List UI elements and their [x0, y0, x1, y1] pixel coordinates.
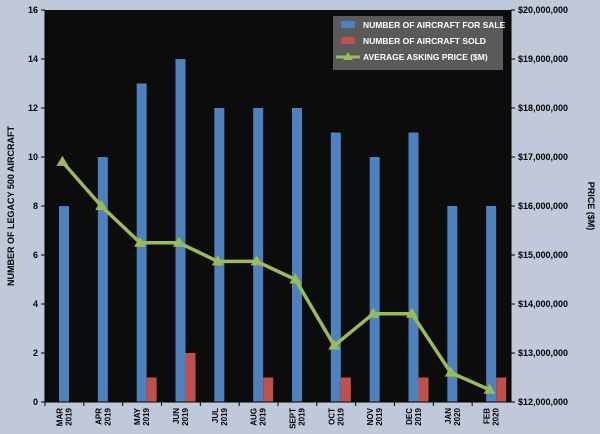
bar-for-sale-6 — [292, 108, 302, 402]
x-tick-label: JAN2020 — [444, 407, 462, 425]
price-marker-3 — [172, 236, 185, 247]
y-axis-title-left: NUMBER OF LEGACY 500 AIRCRAFT — [6, 125, 16, 286]
bar-for-sale-9 — [408, 132, 419, 402]
bar-sold-2 — [146, 377, 157, 402]
left-tick-label: 6 — [33, 250, 38, 260]
x-tick-label: AUG2019 — [250, 407, 268, 425]
y-axis-title-right: PRICE ($M) — [586, 182, 596, 231]
price-marker-10 — [444, 366, 457, 377]
price-marker-9 — [405, 307, 418, 318]
bar-sold-5 — [263, 377, 274, 402]
legend-swatch-0 — [341, 21, 355, 28]
left-tick-label: 2 — [33, 348, 38, 358]
x-tick-label: DEC2019 — [405, 407, 423, 425]
left-tick-label: 12 — [28, 103, 38, 113]
left-tick-label: 4 — [33, 299, 38, 309]
bar-for-sale-0 — [59, 206, 69, 402]
plot-area — [45, 10, 511, 402]
bar-sold-3 — [185, 353, 196, 402]
legend-background — [333, 16, 503, 70]
right-tick-label: $17,000,000 — [518, 152, 568, 162]
legend-label-0: NUMBER OF AIRCRAFT FOR SALE — [363, 20, 506, 30]
left-tick-label: 0 — [33, 397, 38, 407]
bar-for-sale-10 — [447, 206, 458, 402]
bar-sold-7 — [340, 377, 351, 402]
legend-marker-2 — [343, 52, 353, 60]
x-tick-label: JUL2019 — [211, 407, 229, 425]
x-tick-label: SEPT2019 — [288, 407, 306, 428]
left-tick-label: 10 — [28, 152, 38, 162]
right-tick-label: $12,000,000 — [518, 397, 568, 407]
price-marker-11 — [483, 383, 496, 394]
left-tick-label: 8 — [33, 201, 38, 211]
bar-for-sale-11 — [486, 206, 497, 402]
price-marker-8 — [367, 307, 380, 318]
legend-swatch-1 — [341, 37, 355, 44]
price-marker-6 — [289, 273, 302, 284]
right-tick-label: $13,000,000 — [518, 348, 568, 358]
price-marker-4 — [211, 255, 224, 266]
price-marker-5 — [250, 255, 263, 266]
right-tick-label: $18,000,000 — [518, 103, 568, 113]
x-tick-label: MAR2019 — [55, 407, 73, 426]
bar-for-sale-1 — [97, 157, 108, 402]
x-tick-label: FEB2020 — [483, 407, 501, 425]
price-marker-7 — [328, 339, 341, 350]
price-marker-1 — [95, 200, 108, 210]
right-tick-label: $14,000,000 — [518, 299, 568, 309]
x-tick-label: JUN2019 — [172, 407, 190, 425]
price-marker-2 — [134, 236, 147, 247]
bar-for-sale-3 — [175, 59, 186, 402]
bar-for-sale-7 — [330, 132, 341, 402]
bar-sold-9 — [418, 377, 429, 402]
right-tick-label: $20,000,000 — [518, 5, 568, 15]
legend: NUMBER OF AIRCRAFT FOR SALE NUMBER OF AIR… — [333, 16, 506, 70]
right-tick-label: $19,000,000 — [518, 54, 568, 64]
x-tick-label: NOV2019 — [366, 407, 384, 425]
x-tick-label: APR2019 — [94, 407, 112, 425]
bar-for-sale-4 — [214, 108, 225, 402]
bar-for-sale-5 — [253, 108, 264, 402]
x-tick-label: OCT2019 — [327, 407, 345, 425]
legend-label-1: NUMBER OF AIRCRAFT SOLD — [363, 36, 486, 46]
price-line — [61, 160, 491, 392]
price-marker-0 — [56, 155, 69, 166]
x-tick-label: MAY2019 — [133, 407, 151, 425]
left-tick-label: 14 — [28, 54, 38, 64]
bar-for-sale-8 — [369, 157, 380, 402]
right-tick-label: $15,000,000 — [518, 250, 568, 260]
legend-label-2: AVERAGE ASKING PRICE ($M) — [363, 52, 488, 62]
bar-sold-11 — [496, 377, 507, 402]
right-tick-label: $16,000,000 — [518, 201, 568, 211]
left-tick-label: 16 — [28, 5, 38, 15]
